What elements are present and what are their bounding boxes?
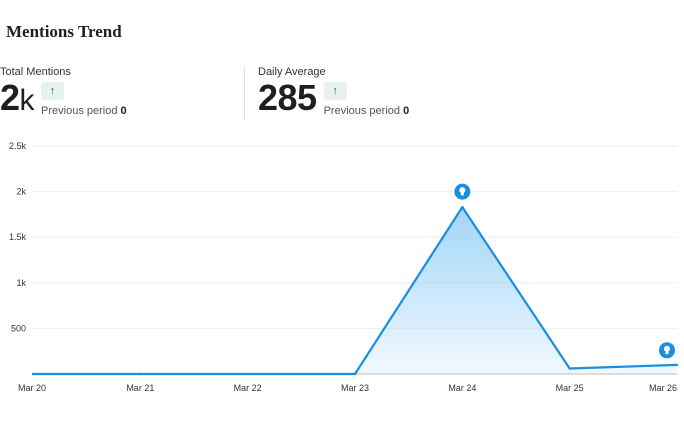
x-tick-label: Mar 22 (234, 383, 262, 393)
metric-divider (244, 66, 245, 120)
metric-label: Daily Average (258, 66, 326, 78)
y-tick-label: 2k (16, 187, 26, 197)
data-point (568, 367, 571, 370)
arrow-up-icon: ↑ (323, 82, 347, 100)
metric-total-mentions: Total Mentions 2k ↑ Previous period 0 (0, 66, 127, 119)
series-line (33, 206, 678, 376)
lightbulb-icon[interactable] (452, 182, 472, 202)
x-tick-label: Mar 25 (556, 383, 584, 393)
y-tick-label: 2.5k (9, 141, 27, 151)
data-point (353, 372, 357, 376)
previous-period: Previous period 0 (41, 105, 127, 117)
x-tick-label: Mar 20 (18, 383, 46, 393)
metric-daily-average: Daily Average 285 ↑ Previous period 0 (258, 66, 409, 119)
lightbulb-icon[interactable] (657, 340, 677, 360)
data-point (461, 205, 464, 209)
data-point (31, 372, 35, 376)
metric-unit: k (19, 84, 35, 117)
y-tick-label: 1k (16, 278, 26, 288)
x-tick-label: Mar 23 (341, 383, 369, 393)
data-point (246, 372, 249, 376)
data-point (675, 363, 679, 367)
metric-value: 285 (258, 77, 317, 118)
arrow-up-icon: ↑ (41, 82, 65, 100)
previous-period: Previous period 0 (323, 105, 410, 117)
data-point (139, 372, 142, 376)
page-title: Mentions Trend (6, 22, 122, 41)
metric-label: Total Mentions (0, 66, 71, 78)
series-area (33, 207, 677, 374)
x-tick-label: Mar 24 (448, 383, 476, 393)
y-tick-label: 1.5k (9, 232, 27, 242)
x-tick-label: Mar 26 (649, 383, 677, 393)
x-tick-label: Mar 21 (126, 383, 154, 393)
metric-value: 2k (0, 77, 35, 118)
y-tick-label: 500 (11, 323, 26, 333)
